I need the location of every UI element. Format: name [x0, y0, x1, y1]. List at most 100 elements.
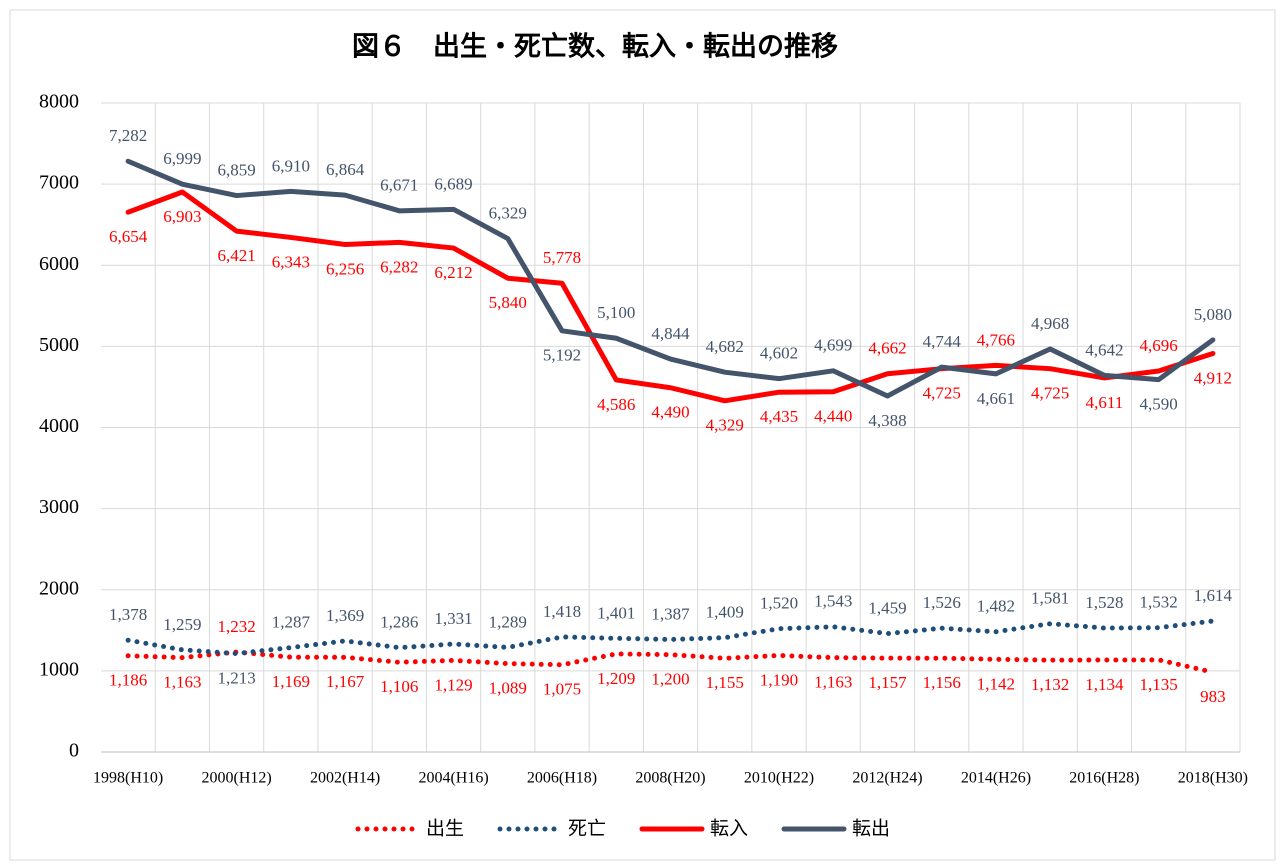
data-label: 4,766 — [977, 330, 1015, 349]
data-label: 1,155 — [706, 673, 744, 692]
legend-label: 死亡 — [568, 818, 606, 840]
data-label: 1,209 — [597, 669, 635, 688]
data-label: 4,696 — [1140, 336, 1178, 355]
x-tick-label: 2004(H16) — [418, 770, 488, 787]
data-label: 1,200 — [651, 670, 689, 689]
data-label: 6,903 — [163, 207, 201, 226]
chart-frame — [9, 9, 1276, 861]
data-label: 4,642 — [1085, 340, 1123, 359]
data-label: 4,602 — [760, 344, 798, 363]
data-label: 1,482 — [977, 597, 1015, 616]
data-label: 4,682 — [706, 337, 744, 356]
data-label: 4,744 — [923, 332, 962, 351]
data-label: 1,614 — [1194, 586, 1233, 605]
data-label: 6,999 — [163, 149, 201, 168]
data-label: 6,689 — [434, 174, 472, 193]
data-label: 1,289 — [489, 612, 527, 631]
data-label: 1,526 — [923, 593, 961, 612]
y-tick-label: 3000 — [39, 496, 79, 518]
data-label: 4,968 — [1031, 314, 1069, 333]
data-label: 4,329 — [706, 416, 744, 435]
data-label: 1,157 — [868, 673, 907, 692]
data-label: 4,388 — [868, 411, 906, 430]
data-label: 1,190 — [760, 670, 798, 689]
data-label: 1,543 — [814, 592, 852, 611]
data-label: 7,282 — [109, 126, 147, 145]
data-label: 6,212 — [434, 263, 472, 282]
y-tick-label: 4000 — [39, 415, 79, 437]
data-label: 1,528 — [1085, 593, 1123, 612]
data-label: 1,459 — [868, 599, 906, 618]
y-tick-label: 6000 — [39, 253, 79, 275]
data-label: 6,329 — [489, 203, 527, 222]
y-tick-label: 2000 — [39, 577, 79, 599]
x-tick-label: 2000(H12) — [201, 770, 271, 787]
data-label: 1,169 — [272, 672, 310, 691]
x-tick-label: 2008(H20) — [635, 770, 705, 787]
data-label: 1,167 — [326, 672, 365, 691]
data-label: 1,259 — [163, 615, 201, 634]
data-label: 1,520 — [760, 594, 798, 613]
series-line — [125, 618, 1216, 657]
x-tick-label: 1998(H10) — [93, 770, 163, 787]
data-label: 1,232 — [217, 617, 255, 636]
data-label: 4,440 — [814, 407, 852, 426]
data-label: 1,287 — [272, 612, 311, 631]
x-tick-label: 2014(H26) — [961, 770, 1031, 787]
data-label: 4,699 — [814, 336, 852, 355]
data-label: 1,132 — [1031, 675, 1069, 694]
data-label: 4,590 — [1140, 395, 1178, 414]
series-line — [125, 649, 1216, 675]
y-tick-label: 1000 — [39, 658, 79, 680]
data-label: 4,725 — [1031, 384, 1069, 403]
data-label: 1,418 — [543, 602, 581, 621]
data-label: 4,490 — [651, 403, 689, 422]
data-label: 6,654 — [109, 227, 148, 246]
legend-label: 出生 — [426, 818, 464, 840]
data-label: 1,532 — [1140, 593, 1178, 612]
y-tick-label: 8000 — [39, 91, 79, 113]
data-label: 4,844 — [651, 324, 690, 343]
chart-title: 図６ 出生・死亡数、転入・転出の推移 — [352, 32, 838, 63]
data-label: 4,586 — [597, 395, 635, 414]
data-label: 6,343 — [272, 252, 310, 271]
y-tick-label: 5000 — [39, 334, 79, 356]
data-label: 6,256 — [326, 259, 364, 278]
series-line — [125, 158, 1216, 399]
data-label: 1,129 — [434, 675, 472, 694]
data-label: 1,186 — [109, 671, 147, 690]
data-label: 1,369 — [326, 606, 364, 625]
x-tick-label: 2018(H30) — [1178, 770, 1248, 787]
y-tick-label: 7000 — [39, 172, 79, 194]
legend-label: 転入 — [710, 818, 748, 840]
x-tick-label: 2010(H22) — [744, 770, 814, 787]
data-label: 4,725 — [923, 384, 961, 403]
data-label: 1,163 — [814, 673, 852, 692]
data-label: 1,142 — [977, 674, 1015, 693]
data-label: 6,671 — [380, 176, 418, 195]
y-tick-label: 0 — [69, 740, 79, 762]
data-label: 6,282 — [380, 257, 418, 276]
data-label: 4,611 — [1086, 393, 1124, 412]
data-label: 1,135 — [1140, 675, 1178, 694]
data-label: 1,156 — [923, 673, 961, 692]
data-label: 1,409 — [706, 603, 744, 622]
data-label: 1,331 — [434, 609, 472, 628]
x-tick-label: 2016(H28) — [1069, 770, 1139, 787]
data-label: 1,134 — [1085, 675, 1124, 694]
data-label: 1,378 — [109, 605, 147, 624]
data-label: 4,912 — [1194, 368, 1232, 387]
data-label: 983 — [1200, 687, 1226, 706]
data-label: 5,100 — [597, 303, 635, 322]
data-label: 1,163 — [163, 673, 201, 692]
data-label: 4,662 — [868, 339, 906, 358]
data-label: 1,581 — [1031, 589, 1069, 608]
data-label: 1,106 — [380, 677, 418, 696]
data-label: 5,778 — [543, 248, 581, 267]
data-label: 5,840 — [489, 293, 527, 312]
data-label: 6,910 — [272, 156, 310, 175]
data-label: 1,089 — [489, 679, 527, 698]
x-tick-label: 2002(H14) — [310, 770, 380, 787]
x-tick-label: 2012(H24) — [852, 770, 922, 787]
